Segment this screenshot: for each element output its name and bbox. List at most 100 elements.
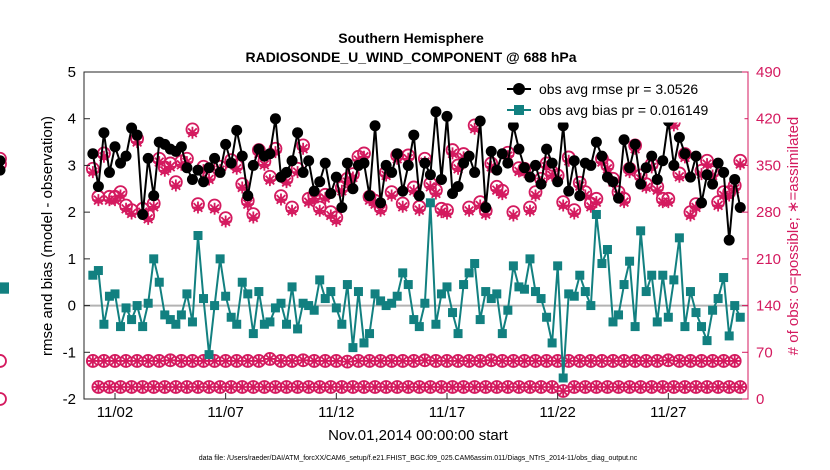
assimilated-obs-marker: [662, 196, 675, 209]
assimilated-obs-marker: [523, 380, 536, 393]
bias-point: [88, 270, 98, 280]
bias-point: [719, 273, 729, 283]
assimilated-obs-marker: [169, 179, 182, 192]
x-tick-label: 11/22: [539, 404, 575, 421]
rmse-point: [624, 162, 636, 174]
assimilated-obs-marker: [175, 158, 188, 171]
bias-point: [697, 322, 707, 332]
assimilated-obs-marker: [723, 380, 736, 393]
bias-point: [309, 305, 319, 315]
bias-point: [575, 270, 585, 280]
rmse-point: [330, 171, 342, 183]
assimilated-obs-marker: [291, 380, 304, 393]
rmse-point: [613, 192, 625, 204]
assimilated-obs-marker: [352, 354, 365, 367]
assimilated-obs-marker: [319, 354, 332, 367]
assimilated-obs-marker: [374, 354, 387, 367]
assimilated-obs-marker: [236, 380, 249, 393]
rmse-point: [596, 150, 608, 162]
assimilated-obs-marker: [546, 380, 559, 393]
x-tick-label: 11/17: [429, 404, 465, 421]
bias-point: [464, 268, 474, 278]
assimilated-obs-marker: [413, 380, 426, 393]
bias-point: [647, 270, 657, 280]
rmse-point: [513, 143, 525, 155]
assimilated-obs-marker: [518, 354, 531, 367]
rmse-point: [386, 166, 398, 178]
bias-point: [381, 301, 391, 311]
x-tick-label: 11/07: [207, 404, 243, 421]
rmse-point: [546, 157, 558, 169]
assimilated-obs-marker: [197, 164, 210, 177]
assimilated-obs-marker: [236, 181, 249, 194]
rmse-point: [0, 164, 6, 176]
assimilated-obs-marker: [651, 354, 664, 367]
rmse-point: [657, 155, 669, 167]
assimilated-obs-marker: [479, 208, 492, 221]
assimilated-obs-marker: [252, 354, 265, 367]
rmse-point: [397, 185, 409, 197]
bias-point: [104, 291, 114, 301]
bias-point: [608, 317, 618, 327]
assimilated-obs-marker: [92, 194, 105, 207]
assimilated-obs-marker: [424, 380, 437, 393]
rmse-point: [480, 201, 492, 213]
bias-point: [674, 233, 684, 243]
bias-point: [614, 310, 624, 320]
assimilated-obs-marker: [203, 173, 216, 186]
assimilated-obs-marker: [562, 154, 575, 167]
assimilated-obs-marker: [452, 354, 465, 367]
bias-point: [547, 338, 557, 348]
assimilated-obs-marker: [568, 207, 581, 220]
assimilated-obs-marker: [180, 156, 193, 169]
bias-point: [293, 324, 303, 334]
y-axis-label: rmse and bias (model - observation): [39, 116, 56, 356]
rmse-point: [491, 164, 503, 176]
bias-point: [680, 322, 690, 332]
bias-point: [442, 282, 452, 292]
rmse-point: [701, 169, 713, 181]
assimilated-obs-marker: [169, 380, 182, 393]
assimilated-obs-marker: [369, 198, 382, 211]
assimilated-obs-marker: [695, 354, 708, 367]
rmse-point: [402, 159, 414, 171]
assimilated-obs-marker: [440, 207, 453, 220]
rmse-point: [303, 155, 315, 167]
rmse-point: [557, 120, 569, 132]
assimilated-obs-marker: [407, 184, 420, 197]
assimilated-obs-marker: [297, 354, 310, 367]
y2-tick-label: 0: [756, 391, 764, 408]
assimilated-obs-marker: [97, 150, 110, 163]
bias-point: [132, 301, 142, 311]
assimilated-obs-marker: [540, 354, 553, 367]
rmse-point: [264, 148, 276, 160]
assimilated-obs-marker: [258, 380, 271, 393]
bias-point: [204, 350, 214, 360]
rmse-point: [707, 178, 719, 190]
possible-obs-marker: [0, 354, 7, 368]
assimilated-obs-marker: [186, 126, 199, 139]
assimilated-obs-marker: [108, 194, 121, 207]
rmse-point: [535, 178, 547, 190]
rmse-point: [541, 143, 553, 155]
assimilated-obs-marker: [369, 380, 382, 393]
bias-point: [625, 256, 635, 266]
bias-point: [365, 329, 375, 339]
bias-point: [630, 322, 640, 332]
y2-tick-label: 210: [756, 251, 781, 268]
assimilated-obs-marker: [131, 354, 144, 367]
assimilated-obs-marker: [175, 354, 188, 367]
rmse-point: [308, 185, 320, 197]
bias-point: [398, 268, 408, 278]
rmse-point: [231, 124, 243, 136]
rmse-point: [98, 127, 110, 139]
bias-point: [265, 317, 275, 327]
rmse-point: [485, 145, 497, 157]
assimilated-obs-marker: [485, 354, 498, 367]
assimilated-obs-marker: [723, 189, 736, 202]
bias-point: [116, 322, 126, 332]
assimilated-obs-marker: [308, 354, 321, 367]
assimilated-obs-marker: [263, 352, 276, 365]
assimilated-obs-marker: [158, 164, 171, 177]
assimilated-obs-marker: [435, 380, 448, 393]
